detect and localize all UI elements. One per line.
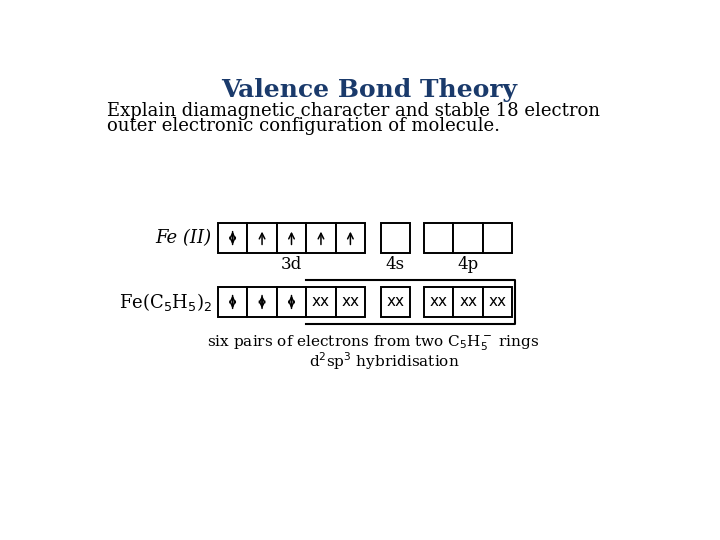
Bar (381, 224, 410, 253)
Bar (276, 224, 306, 253)
Bar (248, 224, 276, 253)
Bar (424, 287, 454, 316)
Text: xx: xx (459, 294, 477, 309)
Text: xx: xx (489, 294, 507, 309)
Bar (306, 224, 336, 253)
Bar (218, 287, 248, 316)
Bar (336, 287, 365, 316)
Text: xx: xx (312, 294, 330, 309)
Bar (381, 287, 410, 316)
Text: outer electronic configuration of molecule.: outer electronic configuration of molecu… (107, 117, 500, 135)
Bar (454, 224, 483, 253)
Bar (424, 224, 454, 253)
Bar (336, 224, 365, 253)
Text: 4s: 4s (386, 256, 405, 273)
Bar (276, 287, 306, 316)
Bar (248, 287, 276, 316)
Text: 4p: 4p (458, 256, 479, 273)
Text: Fe (II): Fe (II) (156, 229, 212, 247)
Text: xx: xx (430, 294, 448, 309)
Text: Valence Bond Theory: Valence Bond Theory (221, 78, 517, 102)
Bar (483, 224, 513, 253)
Text: Explain diamagnetic character and stable 18 electron: Explain diamagnetic character and stable… (107, 102, 600, 120)
Text: 3d: 3d (281, 256, 302, 273)
Text: d$^2$sp$^3$ hybridisation: d$^2$sp$^3$ hybridisation (309, 350, 460, 372)
Bar (218, 224, 248, 253)
Bar (306, 287, 336, 316)
Bar (483, 287, 513, 316)
Bar (454, 287, 483, 316)
Text: xx: xx (387, 294, 405, 309)
Text: six pairs of electrons from two C$_5$H$_5^-$ rings: six pairs of electrons from two C$_5$H$_… (207, 334, 539, 353)
Text: xx: xx (341, 294, 359, 309)
Text: Fe(C$_5$H$_5$)$_2$: Fe(C$_5$H$_5$)$_2$ (119, 291, 212, 313)
